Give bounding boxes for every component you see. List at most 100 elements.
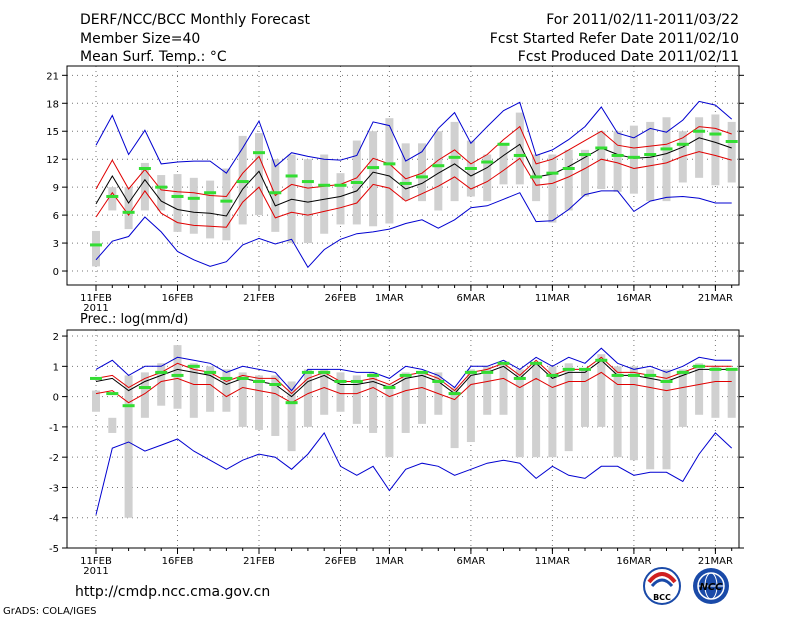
x-tick-label: 16MAR bbox=[616, 293, 651, 304]
ensemble-box bbox=[646, 121, 655, 202]
x-tick-label: 21MAR bbox=[698, 293, 733, 304]
ensemble-box bbox=[287, 381, 296, 452]
ensemble-box bbox=[581, 369, 589, 427]
x-tick-label: 11FEB bbox=[80, 293, 112, 304]
ensemble-box bbox=[385, 118, 394, 224]
x-tick-label: 11MAR bbox=[535, 293, 570, 304]
ensemble-box bbox=[564, 149, 573, 211]
ensemble-box bbox=[401, 372, 410, 433]
series-min-line bbox=[95, 190, 732, 269]
x-tick-label: 16FEB bbox=[162, 293, 194, 304]
x-tick-label: 1MAR bbox=[375, 556, 404, 567]
ensemble-box bbox=[108, 417, 117, 433]
ensemble-box bbox=[369, 372, 378, 433]
ensemble-box bbox=[418, 372, 426, 424]
ensemble-box bbox=[629, 125, 638, 194]
ensemble-box bbox=[124, 375, 133, 518]
y-tick-label: -5 bbox=[49, 544, 59, 555]
y-tick-label: -4 bbox=[49, 514, 59, 525]
ensemble-box bbox=[336, 173, 345, 225]
plot-frame bbox=[66, 329, 740, 549]
x-tick-label: 21FEB bbox=[243, 556, 275, 567]
ensemble-box bbox=[303, 159, 312, 244]
bcc-logo-text: BCC bbox=[653, 593, 671, 602]
ensemble-box bbox=[597, 131, 606, 190]
ensemble-box bbox=[711, 366, 720, 418]
series-max-line bbox=[95, 347, 732, 392]
ensemble-box bbox=[303, 369, 312, 427]
ensemble-box bbox=[532, 363, 541, 458]
ensemble-box bbox=[613, 366, 622, 458]
y-tick-label: -1 bbox=[49, 423, 59, 434]
ensemble-box bbox=[515, 112, 524, 185]
y-tick-label: 2 bbox=[53, 332, 59, 343]
x-tick-label: 21FEB bbox=[243, 293, 275, 304]
y-tick-label: 15 bbox=[46, 127, 59, 138]
y-tick-label: 1 bbox=[53, 362, 59, 373]
ensemble-box bbox=[401, 143, 410, 201]
ncc-logo-text: NCC bbox=[699, 582, 723, 593]
ensemble-box bbox=[238, 372, 247, 427]
x-tick-label: 26FEB bbox=[325, 293, 357, 304]
ensemble-box bbox=[483, 366, 492, 415]
member-size-label: Member Size=40 bbox=[80, 31, 200, 47]
ensemble-box bbox=[418, 143, 426, 202]
ensemble-box bbox=[695, 117, 704, 178]
y-tick-label: 12 bbox=[46, 155, 59, 166]
ensemble-box bbox=[581, 149, 589, 197]
bcc-logo: BCC bbox=[643, 567, 681, 605]
x-tick-label: 1MAR bbox=[375, 293, 404, 304]
ensemble-box bbox=[222, 369, 231, 412]
ensemble-box bbox=[320, 154, 329, 234]
series-max-line bbox=[95, 100, 733, 174]
ensemble-box bbox=[695, 363, 704, 415]
series-upper-line bbox=[95, 125, 732, 198]
y-tick-label: 0 bbox=[53, 267, 59, 278]
ensemble-box bbox=[189, 177, 198, 234]
ensemble-box bbox=[369, 131, 378, 227]
ensemble-box bbox=[515, 369, 524, 458]
ensemble-box bbox=[727, 369, 736, 418]
y-tick-label: 6 bbox=[53, 211, 59, 222]
ensemble-box bbox=[483, 154, 492, 202]
ensemble-box bbox=[662, 369, 671, 470]
ncc-logo: NCC bbox=[693, 568, 729, 604]
y-tick-label: 9 bbox=[53, 183, 59, 194]
footer-url[interactable]: http://cmdp.ncc.cma.gov.cn bbox=[75, 584, 270, 600]
ensemble-box bbox=[92, 390, 100, 412]
y-tick-label: -3 bbox=[49, 483, 59, 494]
ensemble-box bbox=[189, 363, 198, 418]
ensemble-box bbox=[597, 354, 606, 427]
series-lower-line bbox=[95, 371, 732, 404]
x-tick-label: 26FEB bbox=[325, 556, 357, 567]
x-tick-label: 11MAR bbox=[535, 556, 570, 567]
ensemble-box bbox=[662, 117, 671, 202]
x-tick-label: 6MAR bbox=[457, 293, 486, 304]
y-tick-label: 0 bbox=[53, 393, 59, 404]
ensemble-box bbox=[629, 366, 638, 461]
ensemble-box bbox=[613, 131, 622, 192]
series-lower-line bbox=[95, 151, 732, 228]
ensemble-box bbox=[140, 372, 149, 418]
ensemble-box bbox=[222, 168, 231, 241]
ensemble-box bbox=[646, 369, 655, 470]
ensemble-box bbox=[564, 363, 573, 452]
forecast-produced-date: Fcst Produced Date 2011/02/11 bbox=[518, 49, 739, 65]
series-mean-line bbox=[95, 137, 732, 217]
x-tick-year: 2011 bbox=[83, 303, 108, 314]
ensemble-box bbox=[450, 387, 459, 449]
plot-frame bbox=[66, 65, 740, 286]
ensemble-box bbox=[140, 162, 149, 211]
x-tick-label: 11FEB bbox=[80, 556, 112, 567]
ensemble-box bbox=[108, 187, 117, 211]
variable-label: Mean Surf. Temp.: °C bbox=[80, 49, 227, 65]
ensemble-box bbox=[124, 187, 133, 230]
ensemble-box bbox=[499, 145, 508, 185]
ensemble-box bbox=[548, 154, 557, 223]
ensemble-box bbox=[206, 366, 215, 412]
ensemble-box bbox=[173, 174, 182, 232]
ensemble-box bbox=[678, 369, 687, 427]
ensemble-box bbox=[206, 180, 215, 239]
